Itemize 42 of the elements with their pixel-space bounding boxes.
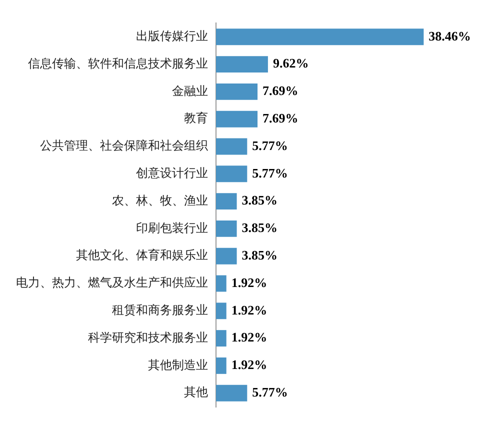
data-label: 3.85% [242, 247, 278, 262]
bar [216, 357, 226, 374]
y-tick-label: 其他文化、体育和娱乐业 [76, 248, 208, 262]
data-label: 5.77% [252, 165, 288, 180]
bar [216, 83, 258, 100]
data-label: 1.92% [231, 302, 268, 318]
data-label: 9.62% [272, 56, 309, 71]
data-label: 1.92% [231, 330, 268, 345]
bar [216, 166, 248, 182]
y-tick-label: 教育 [184, 111, 208, 126]
y-tick-label: 农、林、牧、渔业 [112, 193, 208, 208]
data-label: 5.77% [252, 384, 288, 400]
y-tick-label: 公共管理、社会保障和社会组织 [40, 138, 208, 153]
data-label: 1.92% [231, 357, 268, 372]
bar [216, 330, 226, 347]
y-tick-label: 印刷包装行业 [136, 220, 208, 235]
y-tick-label: 信息传输、软件和信息技术服务业 [28, 56, 208, 70]
bar [216, 302, 226, 320]
bar [216, 384, 248, 402]
bar [216, 193, 237, 210]
data-label: 5.77% [252, 138, 288, 153]
y-tick-label: 出版传媒行业 [136, 29, 208, 44]
bar [216, 220, 237, 237]
data-label: 38.46% [428, 28, 471, 44]
y-tick-label: 创意设计行业 [136, 166, 208, 180]
bar [216, 248, 237, 264]
data-label: 7.69% [262, 110, 298, 126]
y-tick-label: 电力、热力、燃气及水生产和供应业 [16, 276, 208, 290]
data-label: 3.85% [242, 220, 278, 236]
y-tick-label: 科学研究和技术服务业 [88, 330, 208, 344]
bar [216, 28, 424, 46]
bar [216, 138, 248, 155]
y-tick-label: 其他 [184, 385, 208, 400]
bar [216, 275, 226, 292]
y-tick-label: 租赁和商务服务业 [112, 303, 208, 318]
y-tick-label: 其他制造业 [148, 358, 208, 372]
bar [216, 56, 268, 73]
data-label: 1.92% [231, 274, 268, 290]
data-label: 3.85% [242, 192, 278, 208]
bar [216, 110, 258, 128]
y-tick-label: 金融业 [172, 84, 208, 98]
data-label: 7.69% [262, 83, 298, 98]
